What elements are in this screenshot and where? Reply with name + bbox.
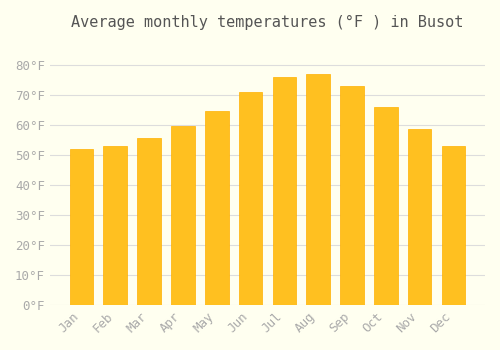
- Bar: [374, 107, 398, 305]
- Title: Average monthly temperatures (°F ) in Busot: Average monthly temperatures (°F ) in Bu…: [71, 15, 464, 30]
- Bar: [340, 86, 364, 305]
- Bar: [70, 149, 94, 305]
- Bar: [138, 139, 161, 305]
- Bar: [171, 126, 194, 305]
- Bar: [272, 77, 296, 305]
- Bar: [205, 111, 229, 305]
- Bar: [238, 92, 262, 305]
- Bar: [442, 146, 465, 305]
- Bar: [306, 74, 330, 305]
- Bar: [104, 146, 127, 305]
- Bar: [408, 130, 432, 305]
